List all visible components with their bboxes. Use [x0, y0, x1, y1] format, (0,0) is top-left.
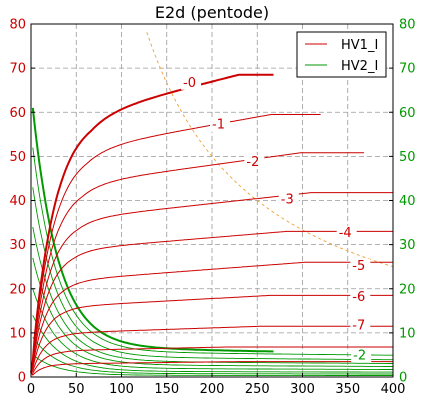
red-curve-label-bg-6: [350, 289, 371, 304]
y-right-tick-label-6: 60: [399, 106, 416, 121]
red-curve-label-bg-3: [278, 192, 299, 207]
x-tick-label-3: 150: [154, 382, 179, 397]
legend: HV1_I HV2_I: [296, 31, 387, 78]
green-curve-5: [32, 288, 393, 370]
red-curve-label-1: -1: [212, 118, 225, 133]
red-curve-4: [30, 230, 393, 373]
curve-labels: -0 -1 -2 -3 -4 -5 -6 -7 -2: [181, 75, 372, 363]
legend-label-0: HV1_I: [341, 38, 378, 53]
chart-title: E2d (pentode): [155, 3, 269, 22]
y-right-tick-label-2: 20: [399, 282, 416, 297]
red-curve-6: [30, 294, 393, 373]
red-curve-label-2: -2: [246, 155, 259, 170]
y-left-tick-label-3: 30: [9, 238, 26, 253]
dissipation-curve: [146, 32, 394, 268]
x-tick-label-8: 400: [381, 382, 406, 397]
red-curve-label-0: -0: [183, 76, 196, 91]
green-curve-1: [32, 147, 393, 356]
y-left-tick-label-6: 60: [9, 106, 26, 121]
red-curve-3: [30, 192, 393, 373]
y-left-tick-label-8: 80: [9, 18, 26, 33]
y-left-tick-label-7: 70: [9, 62, 26, 77]
red-curve-label-bg-2: [244, 155, 265, 170]
red-curve-label-bg-0: [181, 75, 202, 90]
y-right-tick-label-7: 70: [399, 62, 416, 77]
red-curve-5: [30, 261, 393, 373]
green-curve-8: [32, 354, 393, 376]
red-curve-label-bg-4: [336, 225, 357, 240]
dissipation-hyperbola: [146, 32, 394, 268]
y-left-tick-label-4: 40: [9, 194, 26, 209]
red-curve-label-bg-7: [350, 318, 371, 333]
legend-box: [296, 31, 387, 78]
green-curve-7: [32, 337, 393, 375]
legend-label-1: HV2_I: [341, 59, 378, 74]
y-right-tick-label-0: 0: [399, 371, 407, 386]
red-curve-label-6: -6: [352, 290, 365, 305]
red-curve-1: [30, 114, 321, 373]
y-right-tick-label-5: 50: [399, 150, 416, 165]
red-curve-label-5: -5: [352, 259, 365, 274]
green-curve-2: [32, 187, 393, 361]
green-curve-label: -2: [353, 348, 366, 363]
x-tick-label-5: 250: [245, 382, 270, 397]
x-tick-label-4: 200: [200, 382, 225, 397]
x-tick-label-0: 0: [27, 382, 35, 397]
x-tick-label-2: 100: [109, 382, 134, 397]
red-curve-label-7: -7: [352, 318, 365, 333]
red-curve-label-bg-1: [210, 117, 230, 132]
y-right-tick-label-4: 40: [399, 194, 416, 209]
green-curve-0: [31, 107, 274, 353]
red-curve-label-bg-5: [350, 258, 371, 273]
red-curve-8: [30, 346, 393, 374]
x-tick-label-7: 350: [335, 382, 360, 397]
x-tick-label-6: 300: [290, 382, 315, 397]
green-curve-4: [32, 257, 393, 367]
y-left-tick-label-2: 20: [9, 282, 26, 297]
y-right-tick-label-3: 30: [399, 238, 416, 253]
red-curve-label-3: -3: [281, 193, 294, 208]
y-left-tick-label-0: 0: [18, 371, 26, 386]
green-curve-label-bg: [351, 348, 372, 363]
green-curves: [31, 107, 393, 376]
red-curve-9: [30, 361, 393, 376]
red-curve-0: [30, 73, 274, 373]
green-curve-6: [32, 315, 393, 373]
y-right-tick-label-1: 10: [399, 326, 416, 341]
y-left-tick-label-1: 10: [9, 326, 26, 341]
red-curve-7: [30, 325, 393, 373]
red-curve-label-4: -4: [339, 226, 352, 241]
y-left-tick-label-5: 50: [9, 150, 26, 165]
x-tick-label-1: 50: [68, 382, 85, 397]
red-curve-2: [30, 152, 364, 373]
y-right-tick-label-8: 80: [399, 18, 416, 33]
red-curves: [30, 73, 393, 376]
